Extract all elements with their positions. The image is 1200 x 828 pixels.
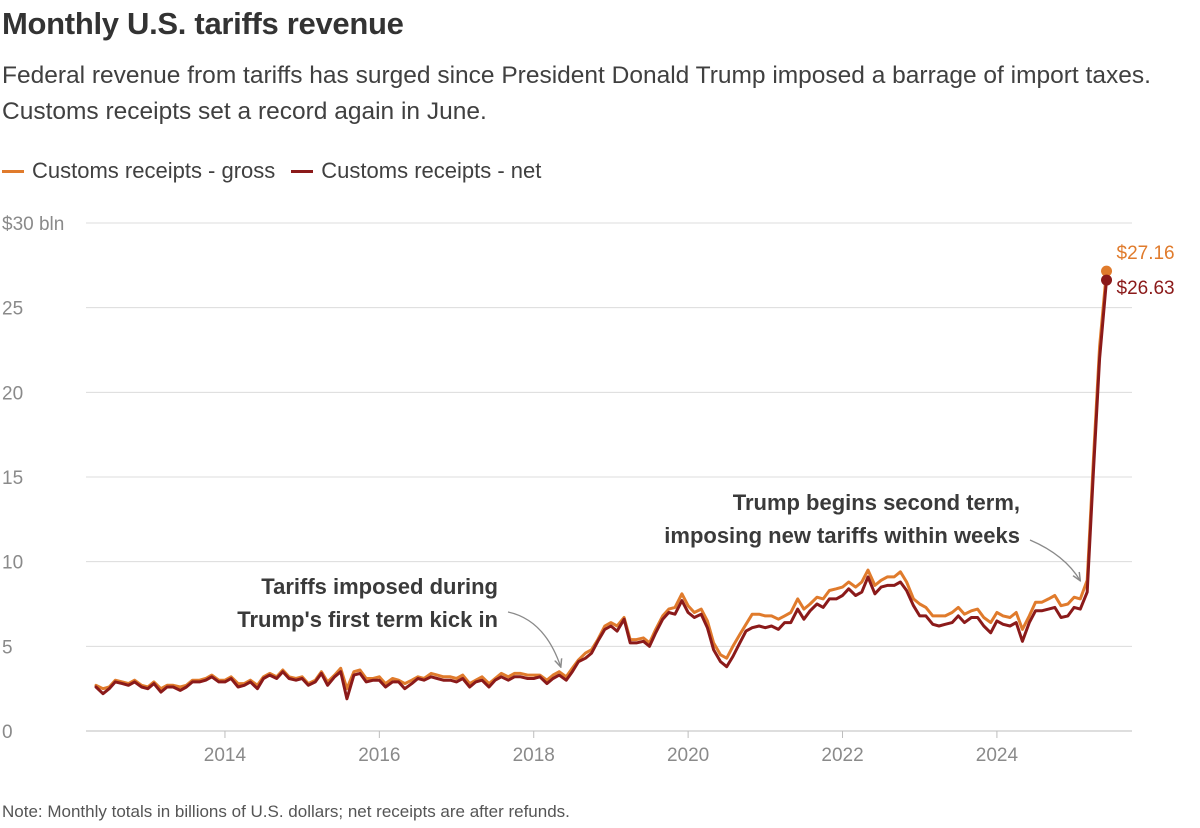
- annotation-arrow: [1029, 539, 1080, 581]
- x-tick-label: 2020: [667, 745, 709, 766]
- series-line-net: [94, 278, 1108, 701]
- legend-item-net: Customs receipts - net: [291, 158, 541, 184]
- chart-title: Monthly U.S. tariffs revenue: [2, 6, 404, 41]
- y-tick-label: 10: [2, 553, 23, 574]
- y-tick-label: 15: [2, 468, 23, 489]
- end-label-gross: $27.16: [1117, 243, 1175, 264]
- x-tick-label: 2014: [204, 745, 247, 766]
- y-tick-label: 25: [2, 299, 23, 320]
- end-point-gross: [1101, 265, 1113, 277]
- annotation-arrow: [507, 611, 561, 667]
- x-tick-label: 2024: [976, 745, 1019, 766]
- annotation-text: imposing new tariffs within weeks: [664, 523, 1020, 548]
- y-tick-label: 20: [2, 383, 23, 404]
- x-tick-label: 2022: [821, 745, 863, 766]
- legend-label-net: Customs receipts - net: [321, 158, 542, 183]
- y-tick-label: 5: [2, 637, 13, 658]
- end-point-net: [1101, 274, 1113, 286]
- y-tick-label: 0: [2, 722, 13, 743]
- annotation-text: Trump begins second term,: [733, 490, 1020, 515]
- legend-swatch-gross: [2, 169, 24, 173]
- legend-item-gross: Customs receipts - gross: [2, 158, 275, 184]
- x-tick-label: 2018: [513, 745, 555, 766]
- annotation-text: Trump's first term kick in: [237, 607, 498, 632]
- legend-label-gross: Customs receipts - gross: [32, 158, 276, 183]
- legend-swatch-net: [291, 169, 314, 173]
- x-tick-label: 2016: [358, 745, 400, 766]
- y-tick-label: $30 bln: [2, 214, 64, 235]
- chart-note: Note: Monthly totals in billions of U.S.…: [2, 802, 570, 821]
- legend: Customs receipts - gross Customs receipt…: [2, 158, 557, 184]
- end-label-net: $26.63: [1117, 278, 1175, 299]
- annotation-text: Tariffs imposed during: [261, 574, 498, 599]
- chart-subtitle: Federal revenue from tariffs has surged …: [2, 62, 1151, 125]
